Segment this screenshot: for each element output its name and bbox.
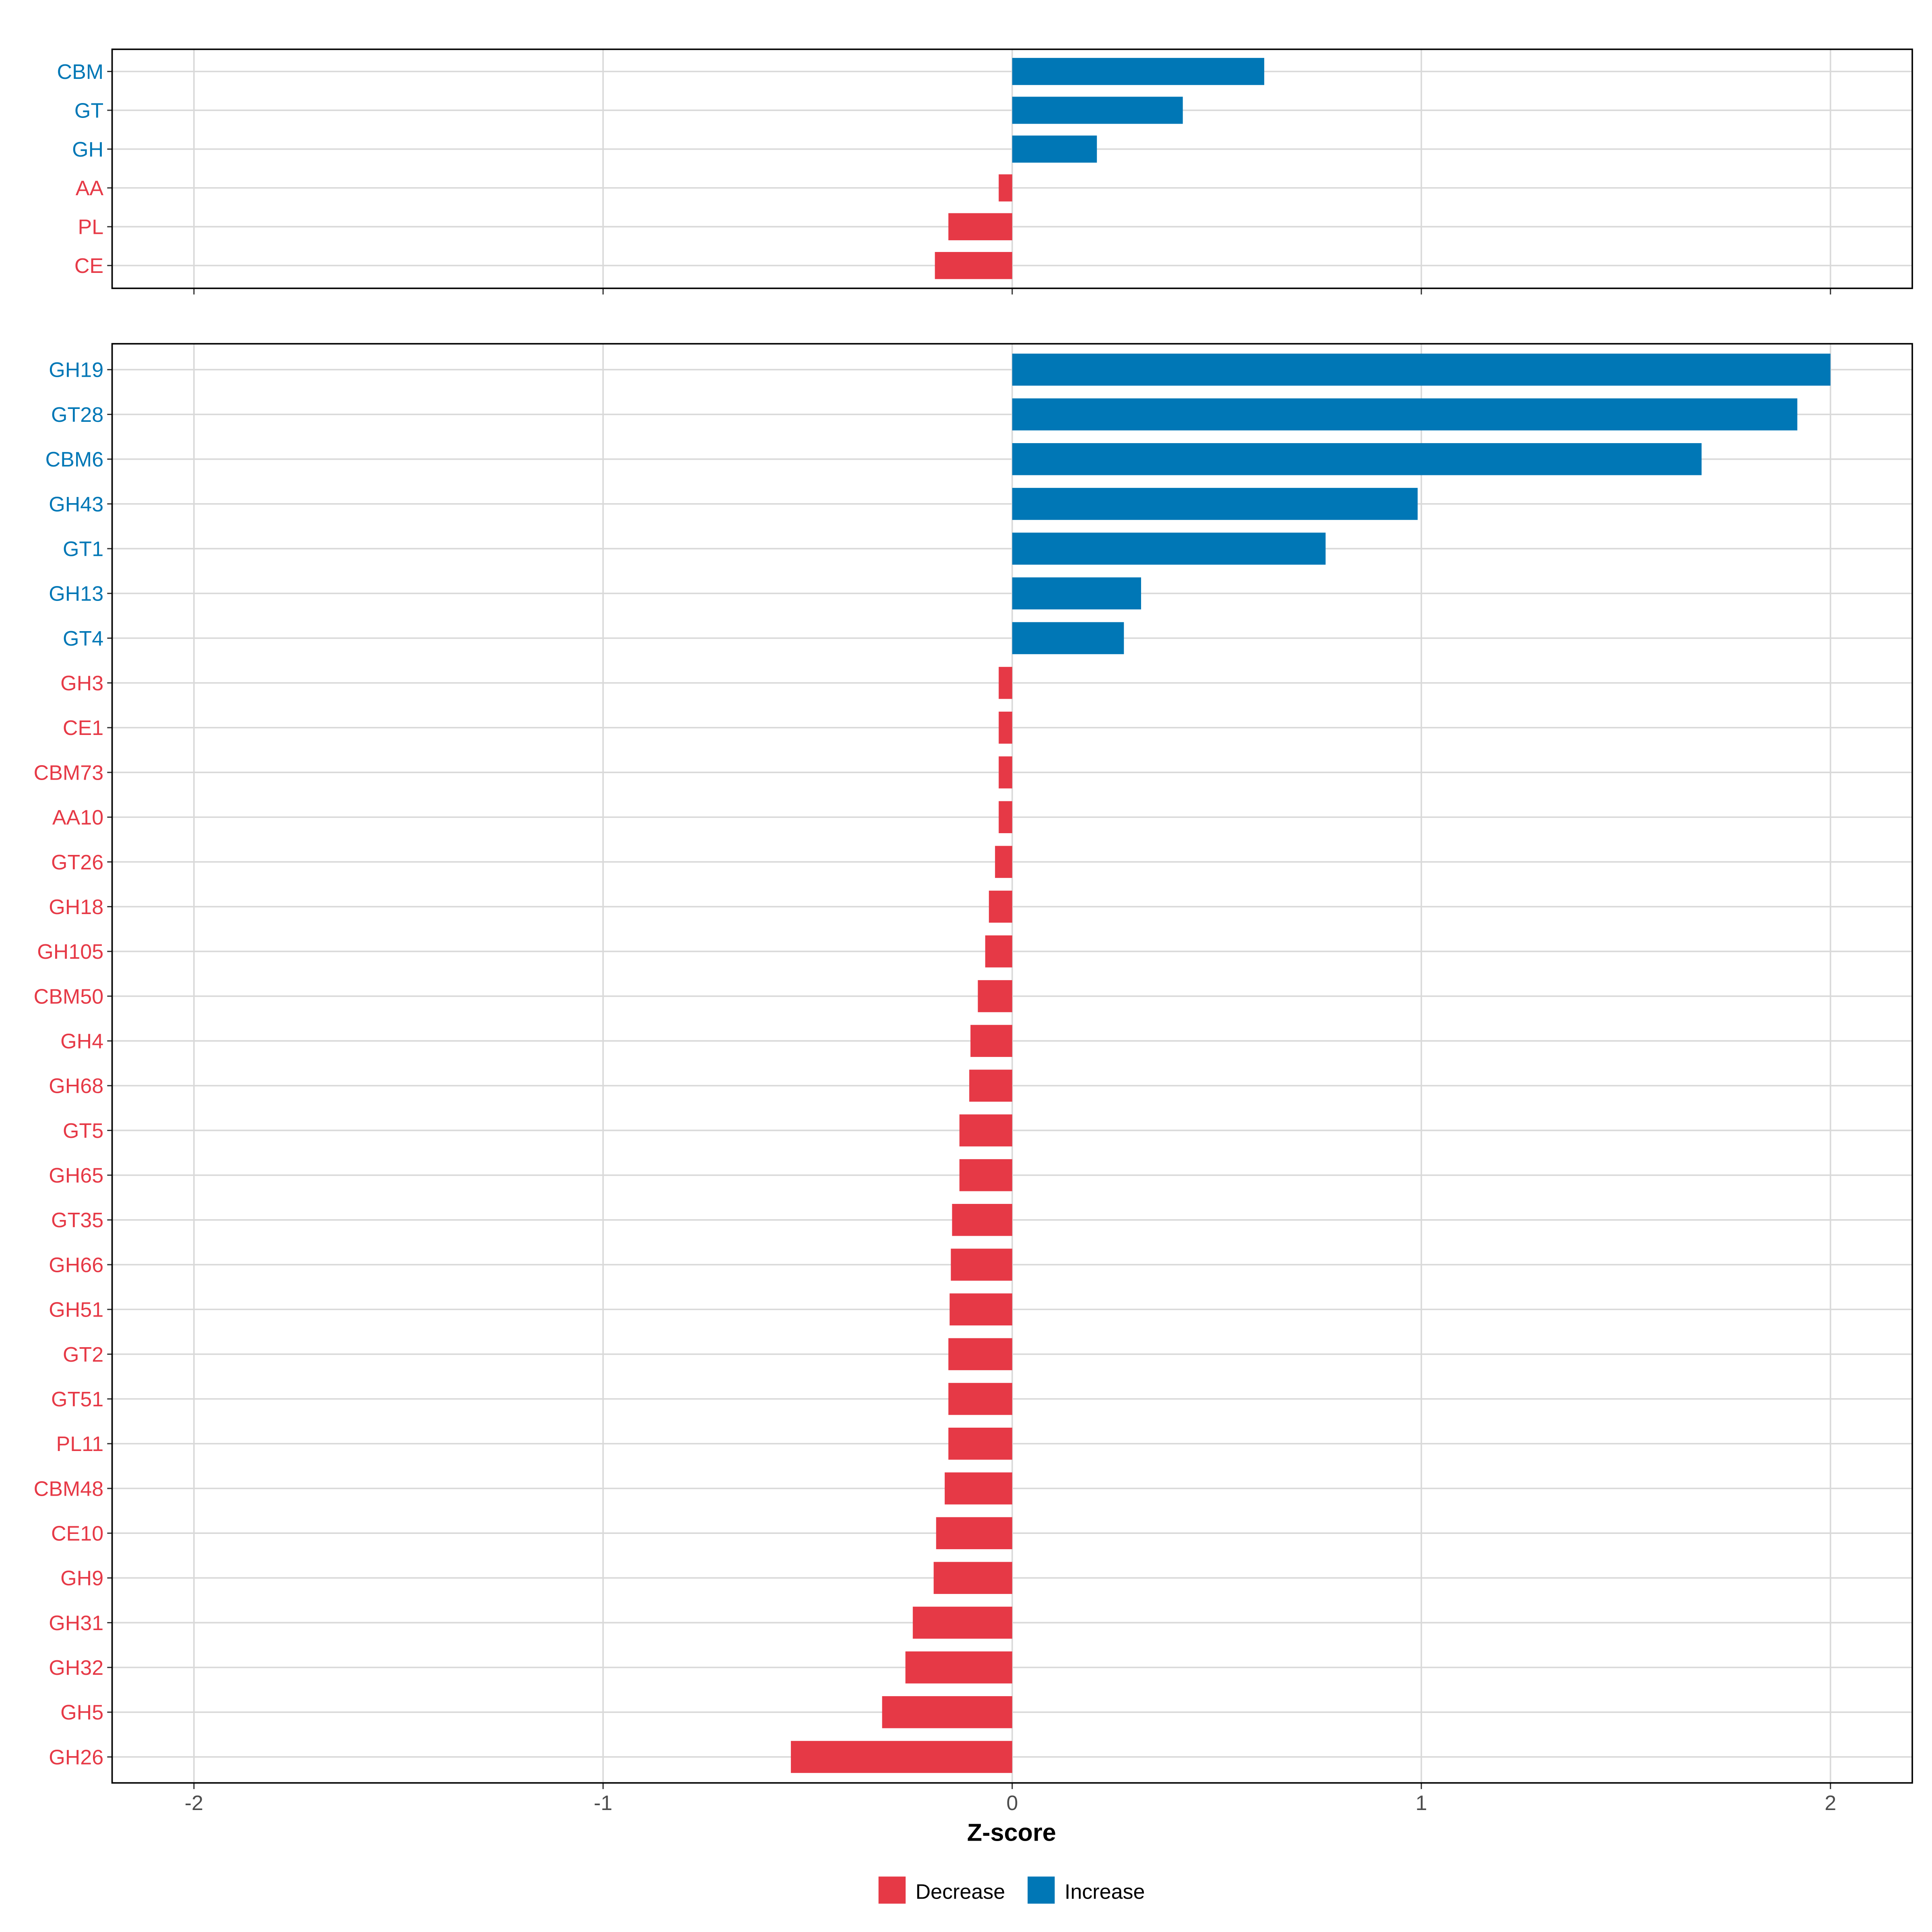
y-tick-label: GH5 [60,1701,103,1724]
bar-GH4 [970,1025,1012,1057]
y-tick-label: GH26 [49,1746,103,1769]
y-tick-label: GH65 [49,1164,103,1187]
bar-PL11 [948,1427,1012,1460]
bar-GH18 [989,890,1012,923]
y-tick-label: GH66 [49,1253,103,1277]
legend-label-increase: Increase [1065,1880,1145,1903]
bar-GH65 [959,1159,1012,1191]
y-tick-label: AA10 [52,806,103,830]
bar-GH66 [951,1249,1012,1281]
y-tick-label: GH43 [49,493,103,516]
y-tick-label: CBM6 [45,448,104,471]
bar-GT35 [952,1204,1012,1236]
legend: Decrease Increase [878,1876,1145,1904]
y-tick-label: GH31 [49,1612,103,1635]
y-tick-label: CE1 [63,716,103,740]
bar-CBM6 [1012,443,1702,475]
y-tick-label: GT4 [63,627,103,650]
bar-GH9 [933,1562,1012,1594]
x-tick-label: -1 [594,1792,612,1815]
panel-border [111,48,1913,289]
bar-AA10 [999,801,1012,833]
y-tick-label: GT2 [63,1343,103,1366]
y-tick-label: PL11 [56,1432,103,1456]
y-tick-label: GT35 [51,1209,103,1232]
bar-GH43 [1012,488,1418,520]
bar-GH68 [969,1069,1012,1102]
y-tick-label: GH19 [49,359,103,382]
y-tick-label: CE10 [51,1522,103,1546]
y-tick-label: AA [76,177,104,200]
x-tick-label: 0 [1006,1792,1018,1815]
panel-top: CBM GT GH AA PL CE [57,48,1913,295]
bar-GH31 [912,1606,1012,1639]
bar-GT4 [1012,622,1124,654]
panel-border [111,343,1913,1784]
bar-GT28 [1012,398,1798,431]
bar-CE1 [999,712,1012,744]
y-tick-label: CBM48 [34,1477,104,1501]
bar-CBM [1012,58,1264,85]
y-tick-label: GH3 [60,672,103,695]
bar-GT26 [995,846,1012,878]
y-tick-label: GH105 [37,940,103,964]
bar-GH105 [985,935,1012,968]
y-tick-label: GT [74,99,103,122]
y-tick-label: GH32 [49,1656,103,1680]
bar-GH13 [1012,577,1141,610]
y-tick-label: GH68 [49,1075,103,1098]
y-tick-label: GH13 [49,582,103,606]
bar-AA [999,174,1012,202]
bar-GH19 [1012,353,1831,386]
bar-GH5 [882,1696,1012,1728]
y-tick-label: GH18 [49,896,103,919]
y-tick-label: GT1 [63,537,103,561]
x-axis-label: Z-score [967,1818,1056,1846]
x-tick-label: 1 [1416,1792,1427,1815]
y-tick-label: GT26 [51,851,103,874]
bar-GT1 [1012,533,1326,565]
bar-CBM48 [945,1472,1012,1505]
bar-CE [935,252,1012,279]
legend-label-decrease: Decrease [915,1880,1005,1903]
panel-bottom: GH19 GT28 CBM6 GH43 GT1 GH13 GT4 GH3 CE1 CBM73 AA1… [34,343,1913,1815]
y-tick-label: CBM73 [34,761,104,784]
bar-GT5 [959,1114,1012,1147]
bar-PL [948,213,1012,240]
bar-GH26 [791,1741,1012,1773]
legend-swatch-decrease [878,1876,906,1904]
y-tick-label: GT28 [51,403,103,427]
bar-GT2 [948,1338,1012,1371]
bar-CBM50 [978,980,1012,1012]
y-tick-label: GH9 [60,1567,103,1590]
bar-CE10 [936,1517,1012,1549]
bar-GT51 [948,1383,1012,1415]
x-tick-label: 2 [1825,1792,1836,1815]
bar-CBM73 [999,756,1012,788]
y-tick-label: PL [78,216,103,239]
y-tick-label: GH51 [49,1298,103,1322]
bar-GH3 [999,667,1012,699]
y-tick-label: GH [72,138,103,161]
y-tick-label: CE [74,254,103,278]
bar-GH [1012,135,1097,163]
x-tick-label: -2 [185,1792,203,1815]
y-tick-label: GH4 [60,1030,103,1053]
y-tick-label: GT5 [63,1119,103,1143]
y-tick-label: CBM50 [34,985,104,1008]
y-tick-label: CBM [57,60,104,84]
bar-GT [1012,97,1183,124]
bar-GH51 [949,1293,1012,1326]
bar-GH32 [905,1651,1012,1684]
legend-swatch-increase [1028,1876,1055,1904]
y-tick-label: GT51 [51,1388,103,1411]
